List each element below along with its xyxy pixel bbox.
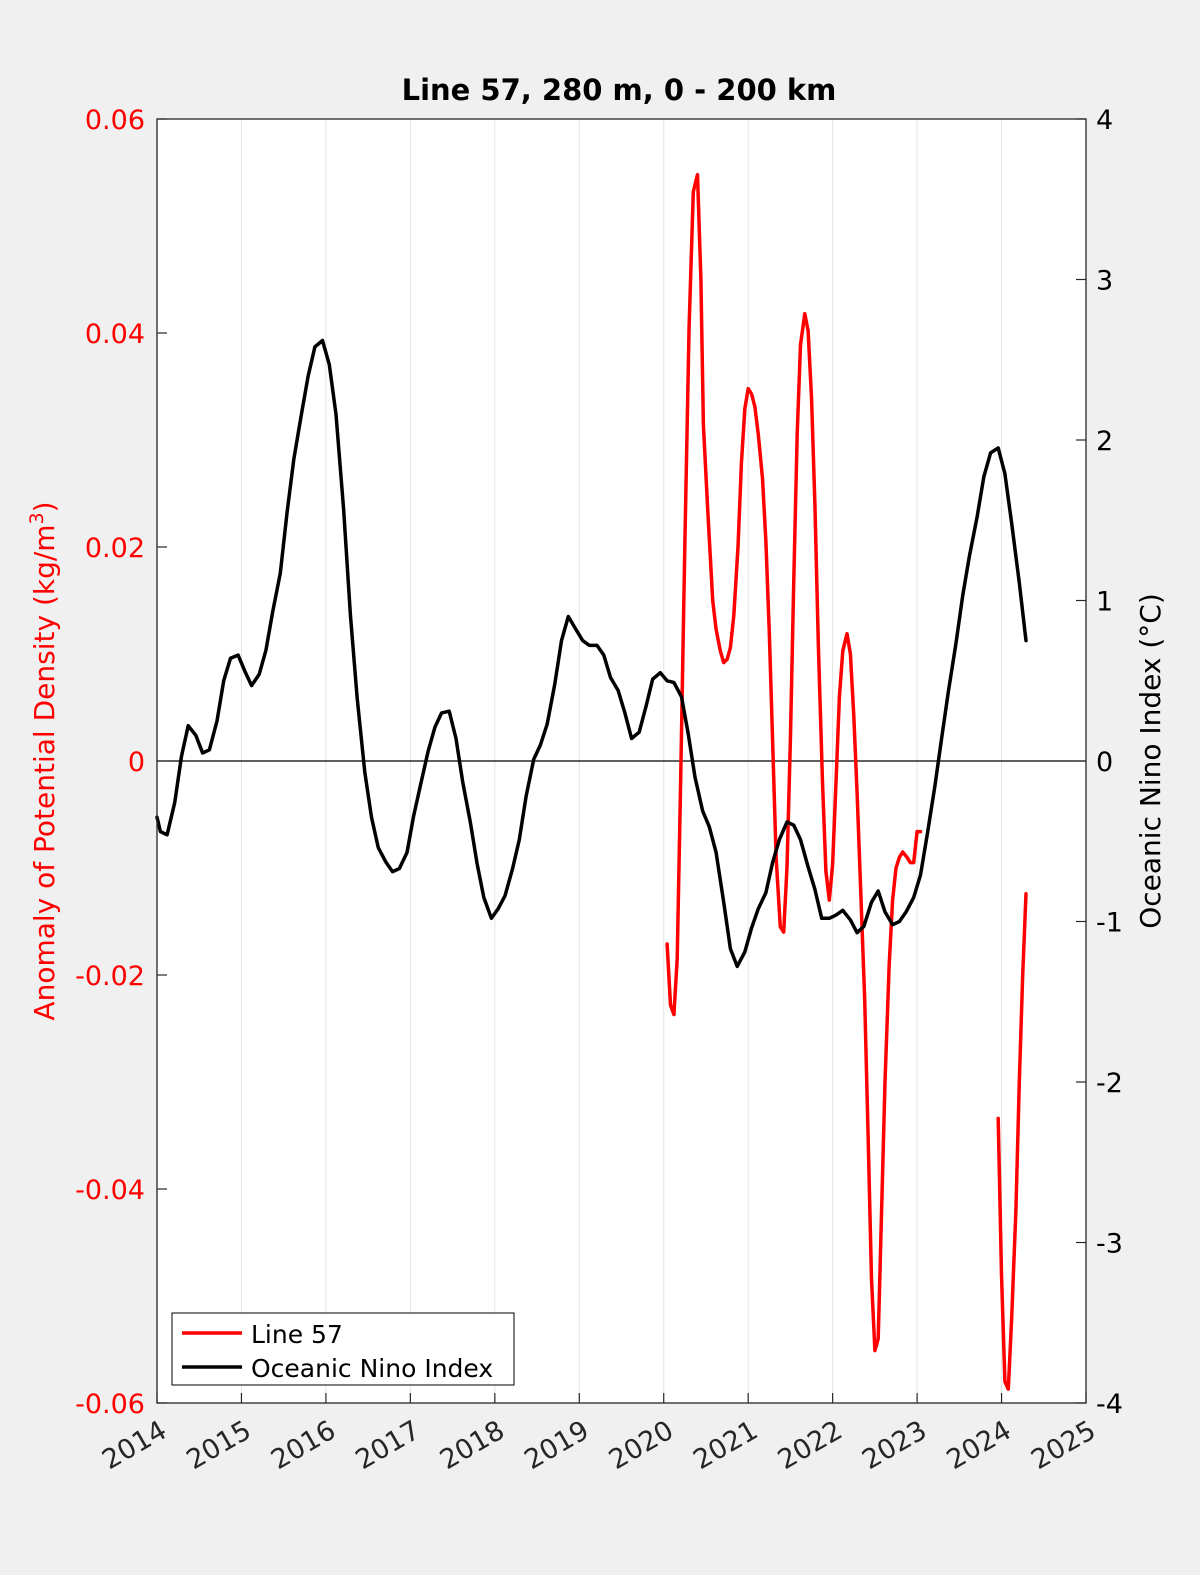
series-layer [155, 172, 1028, 1391]
x-tick-label: 2022 [773, 1415, 848, 1476]
legend-label-oni: Oceanic Nino Index [251, 1354, 493, 1383]
left-tick-label: -0.06 [75, 1389, 145, 1420]
left-axis-label-close: ) [28, 501, 61, 512]
right-tick-label: 1 [1096, 587, 1113, 618]
right-tick-label: -4 [1096, 1389, 1123, 1420]
x-tick-label: 2015 [182, 1415, 257, 1476]
right-tick-label: -1 [1096, 908, 1123, 939]
x-tick-label: 2018 [435, 1415, 510, 1476]
legend-label-line57: Line 57 [251, 1320, 343, 1349]
x-tick-label: 2024 [942, 1415, 1017, 1476]
right-tick-label: 2 [1096, 426, 1113, 457]
x-tick-label: 2025 [1026, 1415, 1101, 1476]
x-tick-label: 2023 [857, 1415, 932, 1476]
left-axis-label: Anomaly of Potential Density (kg/m3) [26, 501, 61, 1020]
oni-series-line [155, 338, 1028, 969]
left-axis-label-superscript: 3 [26, 512, 48, 524]
right-axis-label: Oceanic Nino Index (°C) [1134, 593, 1167, 929]
left-tick-label: 0.06 [85, 105, 145, 136]
left-tick-label: 0.02 [85, 533, 145, 564]
legend-box [171, 1312, 515, 1386]
x-tick-label: 2016 [266, 1415, 341, 1476]
x-tick-label: 2021 [688, 1415, 763, 1476]
left-tick-label: 0.04 [85, 319, 145, 350]
x-tick-label: 2017 [350, 1415, 425, 1476]
left-tick-label: -0.02 [75, 961, 145, 992]
chart-title: Line 57, 280 m, 0 - 200 km [402, 73, 837, 107]
x-tick-label: 2020 [604, 1415, 679, 1476]
right-tick-label: -3 [1096, 1229, 1123, 1260]
right-tick-label: 4 [1096, 105, 1113, 136]
line57-series-line [665, 172, 923, 1353]
x-tick-label: 2019 [519, 1415, 594, 1476]
left-axis-label-text: Anomaly of Potential Density (kg/m [28, 524, 61, 1020]
x-tick-label: 2014 [97, 1415, 172, 1476]
legend: Line 57 Oceanic Nino Index [171, 1312, 515, 1386]
left-tick-label: -0.04 [75, 1175, 145, 1206]
right-tick-label: 3 [1096, 266, 1113, 297]
line57-series-line [996, 891, 1028, 1391]
left-tick-label: 0 [128, 747, 145, 778]
right-tick-label: 0 [1096, 747, 1113, 778]
right-tick-label: -2 [1096, 1068, 1123, 1099]
